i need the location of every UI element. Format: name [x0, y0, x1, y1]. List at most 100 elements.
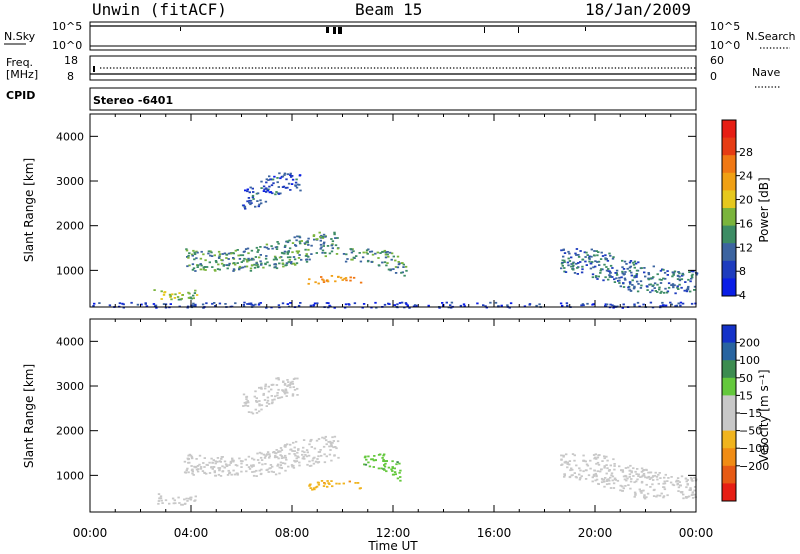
echo-cell: [191, 254, 194, 257]
echo-cell: [609, 264, 613, 267]
echo-cell: [634, 494, 637, 496]
echo-cell: [335, 482, 338, 485]
echo-cell: [288, 258, 292, 261]
echo-cell: [450, 301, 454, 304]
echo-cell: [213, 471, 216, 474]
echo-cell: [284, 187, 288, 189]
echo-cell: [254, 205, 257, 208]
nsky-tick-bottom: 10^0: [52, 39, 82, 52]
echo-cell: [562, 255, 565, 258]
echo-cell: [637, 475, 640, 477]
echo-cell: [276, 464, 279, 467]
echo-cell: [383, 469, 386, 471]
echo-cell: [218, 460, 222, 463]
echo-cell: [277, 186, 280, 188]
echo-cell: [315, 485, 319, 488]
echo-cell: [326, 485, 329, 488]
echo-cell: [122, 303, 125, 306]
colorbar-tick-label: 50: [739, 372, 753, 385]
echo-cell: [218, 469, 221, 472]
echo-cell: [384, 256, 388, 259]
echo-cell: [277, 242, 280, 245]
echo-cell: [659, 477, 662, 479]
echo-cell: [209, 250, 212, 253]
echo-cell: [255, 475, 258, 477]
echo-cell: [277, 377, 280, 379]
echo-cell: [187, 454, 190, 457]
echo-cell: [412, 305, 416, 308]
echo-cell: [159, 497, 163, 500]
echo-cell: [257, 410, 261, 413]
echo-cell: [329, 449, 332, 451]
echo-cell: [576, 267, 579, 269]
echo-cell: [688, 489, 691, 491]
echo-cell: [594, 472, 597, 475]
echo-cell: [341, 279, 344, 281]
nsearch-tick-bottom: 10^0: [710, 39, 740, 52]
echo-cell: [92, 305, 95, 307]
echo-cell: [199, 257, 203, 260]
echo-cell: [573, 459, 576, 462]
echo-cell: [172, 502, 175, 505]
echo-cell: [262, 266, 265, 269]
echo-cell: [633, 285, 636, 288]
echo-cell: [208, 261, 211, 264]
echo-cell: [631, 279, 634, 282]
echo-cell: [606, 259, 610, 262]
echo-cell: [241, 266, 245, 269]
echo-cell: [611, 479, 614, 482]
echo-cell: [229, 460, 233, 463]
echo-cell: [274, 263, 277, 265]
echo-cell: [266, 396, 270, 399]
echo-cell: [266, 453, 269, 455]
echo-cell: [236, 249, 239, 251]
echo-cell: [597, 275, 600, 278]
echo-cell: [281, 259, 284, 262]
echo-cell: [265, 243, 269, 246]
echo-cell: [235, 472, 239, 475]
echo-cell: [662, 486, 665, 488]
echo-cell: [599, 272, 602, 274]
echo-cell: [660, 290, 663, 293]
echo-cell: [624, 278, 627, 281]
echo-cell: [659, 305, 662, 307]
echo-cell: [291, 175, 294, 177]
y-tick-label: 2000: [56, 425, 84, 438]
echo-cell: [352, 250, 355, 253]
echo-cell: [635, 274, 638, 277]
echo-cell: [563, 270, 566, 273]
echo-cell: [302, 446, 305, 449]
echo-cell: [647, 278, 651, 281]
echo-cell: [398, 302, 402, 304]
echo-cell: [269, 464, 273, 466]
echo-cell: [118, 302, 122, 305]
echo-cell: [163, 291, 167, 293]
echo-cell: [317, 438, 321, 440]
echo-cell: [320, 276, 323, 278]
echo-cell: [658, 472, 661, 474]
echo-cell: [246, 303, 249, 305]
echo-cell: [588, 255, 591, 258]
echo-cell: [271, 178, 274, 181]
echo-cell: [689, 487, 692, 489]
colorbar-swatch: [722, 190, 736, 209]
echo-cell: [374, 301, 377, 304]
echo-cell: [292, 378, 296, 380]
echo-cell: [308, 258, 311, 261]
echo-cell: [652, 479, 655, 481]
echo-cell: [396, 255, 400, 258]
echo-cell: [243, 401, 246, 404]
echo-cell: [608, 482, 611, 485]
echo-cell: [654, 471, 657, 474]
echo-cell: [281, 462, 285, 464]
echo-cell: [508, 306, 511, 309]
echo-cell: [391, 467, 394, 469]
echo-cell: [624, 485, 627, 487]
echo-cell: [336, 237, 339, 239]
echo-cell: [284, 389, 288, 392]
echo-cell: [287, 384, 290, 386]
echo-cell: [348, 303, 351, 306]
echo-cell: [266, 261, 269, 264]
echo-cell: [216, 457, 220, 459]
echo-cell: [320, 234, 323, 237]
